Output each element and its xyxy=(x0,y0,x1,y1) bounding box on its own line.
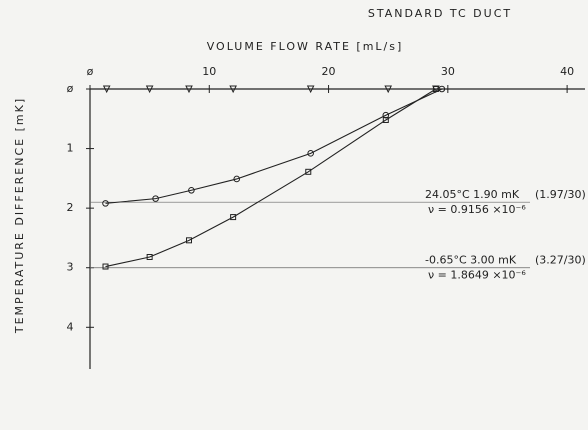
y-axis-label: TEMPERATURE DIFFERENCE [mK] xyxy=(13,97,26,334)
data-point xyxy=(102,263,109,270)
series-line xyxy=(105,88,443,204)
x-tick-label: 40 xyxy=(560,65,574,78)
annotation-viscosity: ν = 0.9156 ×10⁻⁶ xyxy=(428,203,526,216)
x-tick-label: ø xyxy=(87,65,94,78)
y-tick-label: 3 xyxy=(67,261,74,274)
data-point xyxy=(146,254,153,260)
y-tick-label: 2 xyxy=(67,201,74,214)
data-point xyxy=(102,200,109,207)
data-point xyxy=(186,237,192,244)
y-tick-label: ø xyxy=(67,82,74,95)
data-point xyxy=(229,85,237,94)
data-point xyxy=(382,111,390,119)
data-point xyxy=(307,150,314,157)
data-point xyxy=(145,85,154,94)
x-tick-label: 20 xyxy=(322,65,336,78)
data-point xyxy=(230,214,237,221)
annotation-ratio: (1.97/30) xyxy=(535,188,586,201)
data-point xyxy=(305,168,312,175)
data-point xyxy=(384,85,393,94)
series-line xyxy=(105,88,437,268)
y-tick-label: 4 xyxy=(67,320,74,333)
chart-title: STANDARD TC DUCT xyxy=(368,7,512,20)
data-point xyxy=(438,85,446,93)
data-point xyxy=(188,186,195,194)
annotation-label: -0.65°C 3.00 mK xyxy=(425,254,517,267)
annotation-ratio: (3.27/30) xyxy=(535,254,586,267)
data-point xyxy=(233,175,241,183)
x-tick-label: 10 xyxy=(202,65,216,78)
data-point xyxy=(185,85,193,94)
data-point xyxy=(152,195,159,202)
x-tick-label: 30 xyxy=(441,65,455,78)
data-point xyxy=(382,116,389,123)
data-point xyxy=(306,85,315,94)
annotation-viscosity: ν = 1.8649 ×10⁻⁶ xyxy=(428,269,526,282)
annotation-label: 24.05°C 1.90 mK xyxy=(425,188,520,201)
data-point xyxy=(102,85,111,94)
data-point xyxy=(432,85,440,94)
x-axis-label: VOLUME FLOW RATE [mL/s] xyxy=(207,40,404,53)
y-tick-label: 1 xyxy=(67,142,74,155)
